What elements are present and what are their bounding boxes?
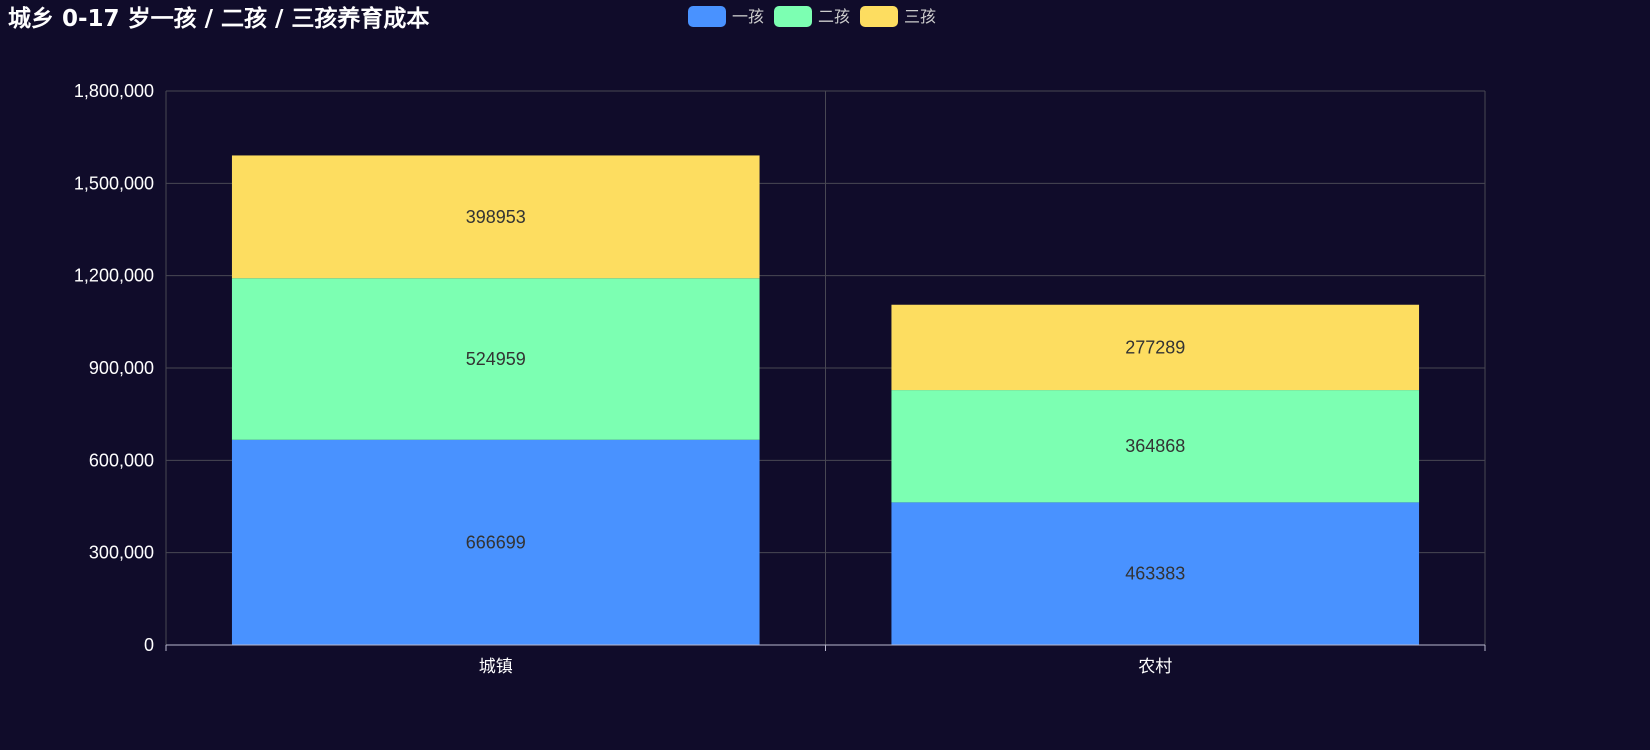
bar-segment[interactable] bbox=[891, 502, 1420, 645]
bar-segment[interactable] bbox=[891, 304, 1420, 391]
legend-swatch bbox=[860, 6, 899, 27]
y-tick-label: 1,500,000 bbox=[74, 173, 154, 193]
legend-swatch bbox=[688, 6, 726, 27]
y-tick-label: 900,000 bbox=[89, 358, 154, 378]
legend-swatch bbox=[774, 6, 813, 27]
data-label: 277289 bbox=[1125, 337, 1185, 357]
bar-segment[interactable] bbox=[231, 155, 760, 279]
bar-segment[interactable] bbox=[891, 390, 1420, 503]
legend-item[interactable]: 一孩 bbox=[688, 6, 764, 27]
legend-label: 三孩 bbox=[904, 7, 937, 26]
chart-title: 城乡 0-17 岁一孩 / 二孩 / 三孩养育成本 bbox=[8, 6, 430, 32]
legend-label: 二孩 bbox=[818, 7, 851, 26]
data-label: 463383 bbox=[1125, 564, 1185, 584]
data-label: 524959 bbox=[466, 349, 526, 369]
legend: 一孩 二孩 三孩 bbox=[688, 6, 946, 27]
legend-item[interactable]: 三孩 bbox=[860, 6, 936, 27]
x-tick-label: 城镇 bbox=[479, 657, 513, 677]
y-tick-label: 600,000 bbox=[89, 450, 154, 470]
data-label: 398953 bbox=[466, 207, 526, 227]
y-tick-label: 0 bbox=[144, 635, 154, 655]
legend-item[interactable]: 二孩 bbox=[774, 6, 850, 27]
bar-segment[interactable] bbox=[231, 439, 760, 645]
bar-segment[interactable] bbox=[231, 278, 760, 440]
legend-label: 一孩 bbox=[732, 7, 765, 26]
data-label: 666699 bbox=[466, 532, 526, 552]
y-tick-label: 300,000 bbox=[89, 543, 154, 563]
y-tick-label: 1,200,000 bbox=[74, 266, 154, 286]
y-tick-label: 1,800,000 bbox=[74, 81, 154, 101]
data-label: 364868 bbox=[1125, 436, 1185, 456]
x-tick-label: 农村 bbox=[1138, 657, 1172, 677]
